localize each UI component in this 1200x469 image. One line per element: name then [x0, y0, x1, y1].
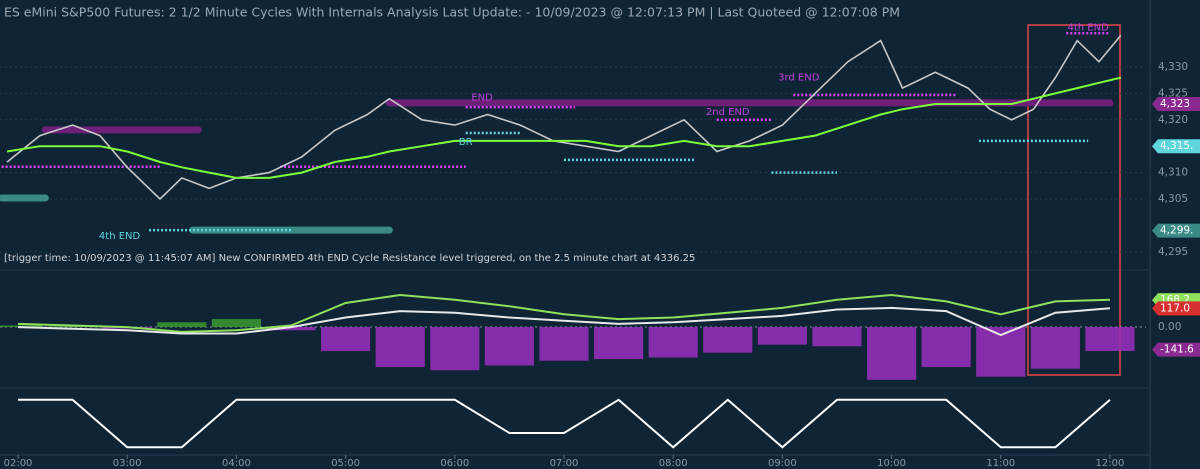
- series-line: [17, 293, 1111, 333]
- series-line: [18, 398, 1111, 449]
- annotation: END: [471, 93, 493, 104]
- y-tick-label: 0.00: [1158, 321, 1181, 333]
- x-tick-label: 08:00: [659, 458, 688, 469]
- histogram-bar: [648, 327, 698, 358]
- histogram-bar: [375, 327, 425, 368]
- price-tag: [1152, 223, 1200, 238]
- histogram-bar: [430, 327, 480, 371]
- histogram-bar: [1085, 327, 1135, 352]
- histogram-bar: [211, 319, 261, 328]
- y-tick-label: 4,310: [1158, 167, 1188, 179]
- y-tick-label: 4,320: [1158, 114, 1188, 126]
- series-line: [17, 306, 1111, 337]
- y-tick-label: 4,325: [1158, 87, 1188, 99]
- price-tag-label: 4,299.: [1160, 225, 1193, 237]
- price-tag-label: 4,315.: [1160, 140, 1193, 152]
- x-tick-label: 04:00: [222, 458, 251, 469]
- x-tick-label: 10:00: [877, 458, 906, 469]
- histogram-bar: [539, 327, 589, 361]
- price-tag: [1152, 139, 1200, 154]
- series-line: [6, 34, 1122, 201]
- histogram-bar: [266, 327, 316, 331]
- annotation: 3rd END: [778, 73, 820, 84]
- y-tick-label: 4,330: [1158, 61, 1188, 73]
- y-tick-label: 4,295: [1158, 246, 1188, 258]
- x-tick-label: 02:00: [4, 458, 33, 469]
- plot-layer: 4,295 4,305 4,310 4,320 4,325 4,330 02:00 03:00…: [0, 22, 1200, 469]
- x-tick-label: 09:00: [768, 458, 797, 469]
- histogram-bar: [484, 327, 534, 366]
- price-tag: [1152, 96, 1200, 111]
- price-tag-label: 117.0: [1160, 302, 1190, 314]
- histogram-bar: [867, 327, 917, 380]
- x-tick-label: 11:00: [986, 458, 1015, 469]
- annotation: 4th END: [99, 231, 141, 242]
- price-tag-label: -141.6: [1160, 344, 1194, 356]
- alert-text: [trigger time: 10/09/2023 @ 11:45:07 AM]…: [4, 253, 695, 264]
- annotation: 4th END: [1067, 22, 1109, 33]
- x-tick-label: 03:00: [113, 458, 142, 469]
- x-tick-label: 06:00: [440, 458, 469, 469]
- price-tag: [1152, 342, 1200, 357]
- histogram-bar: [321, 327, 371, 352]
- x-tick-label: 05:00: [331, 458, 360, 469]
- histogram-bar: [703, 327, 753, 353]
- series-line: [6, 76, 1122, 179]
- histogram-bar: [157, 322, 207, 328]
- x-tick-label: 07:00: [550, 458, 579, 469]
- histogram-bar: [594, 327, 644, 360]
- price-tag-label: 4,323: [1160, 98, 1190, 110]
- x-tick-label: 12:00: [1096, 458, 1125, 469]
- annotation: 2nd END: [706, 107, 750, 118]
- histogram-bar: [1030, 327, 1080, 369]
- annotation: BR: [459, 137, 473, 148]
- histogram-bar: [757, 327, 807, 345]
- histogram-bar: [921, 327, 971, 368]
- price-tag: [1152, 301, 1200, 316]
- histogram-bar: [812, 327, 862, 347]
- highlight-box: [1027, 24, 1121, 376]
- histogram-bar: [48, 326, 98, 328]
- title: ES eMini S&P500 Futures: 2 1/2 Minute Cy…: [4, 5, 900, 20]
- y-tick-label: 4,305: [1158, 193, 1188, 205]
